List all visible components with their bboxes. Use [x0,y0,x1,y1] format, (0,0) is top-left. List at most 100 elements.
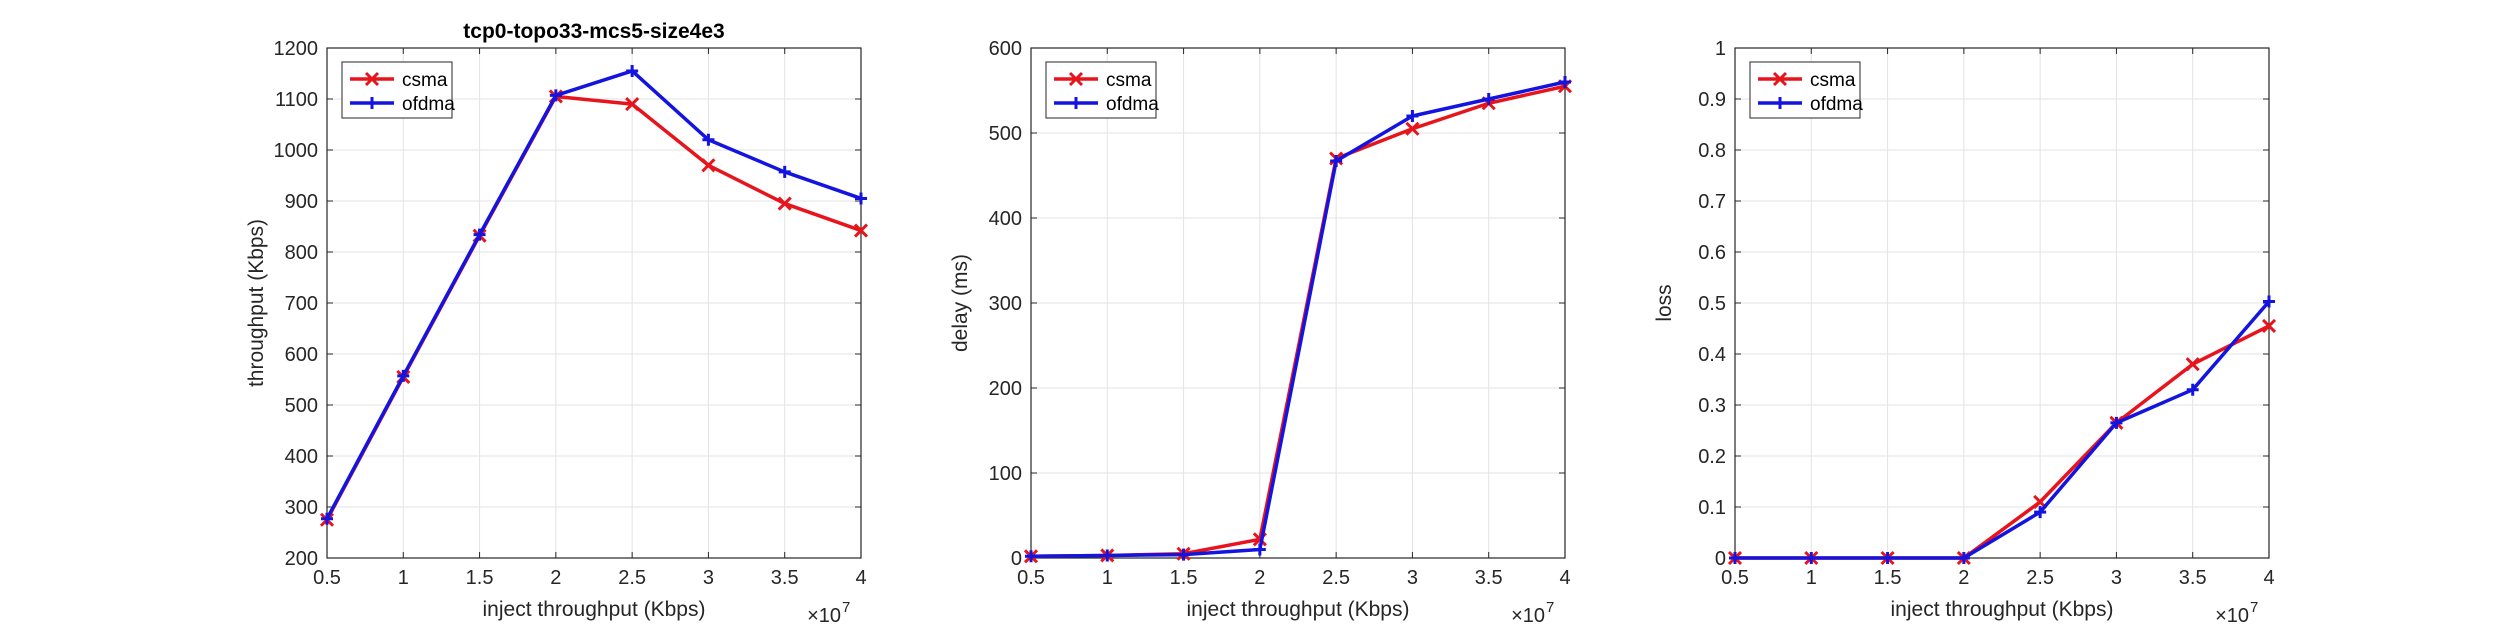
x-tick-label: 4 [855,567,866,589]
x-tick-label: 2 [1254,567,1265,589]
legend-label: csma [1810,70,1856,91]
data-point-marker [1070,97,1082,109]
data-point-marker [625,97,640,112]
series-line-ofdma [1030,80,1566,559]
legend-label: ofdma [1810,94,1863,115]
data-point-marker [1025,550,1037,563]
legend-box [1749,61,1861,119]
x-tick-label: 2 [550,567,561,589]
legend-item-ofdma: ofdma [1758,94,1863,115]
data-point-marker [1957,552,1970,564]
x-tick-label: 3 [1407,567,1418,589]
x-multiplier-exponent: 7 [2250,599,2258,616]
x-multiplier-base: ×10 [2215,605,2249,625]
x-tick-label: 1 [398,567,409,589]
x-multiplier-base: ×10 [807,605,841,625]
y-tick-label: 300 [989,293,1022,315]
data-point-marker [2110,416,2123,429]
data-point-marker [1177,548,1190,561]
x-tick-label: 2.5 [2026,567,2054,589]
data-point-marker [2186,383,2199,396]
legend-item-csma: csma [1758,70,1856,91]
data-point-marker [2263,295,2275,308]
y-tick-label: 700 [285,293,318,315]
data-point-marker [1253,543,1266,556]
legend-item-ofdma: ofdma [1054,94,1159,115]
chart-panel-2: 0.5 1 1.5 2 2.5 3 3.5 4 0 100 200 300 400 500 600 injec… [949,38,1573,627]
legend: csma ofdma [341,61,455,119]
legend-box [1045,61,1157,119]
data-point-marker [1772,71,1788,87]
series-line-ofdma [325,69,862,520]
x-tick-label: 3.5 [2179,567,2207,589]
legend-item-csma: csma [1054,70,1152,91]
data-point-marker [1881,552,1894,564]
x-tick-label: 0.5 [1017,567,1045,589]
chart-title: tcp0-topo33-mcs5-size4e3 [463,20,724,43]
data-point-marker [321,512,333,525]
data-point-marker [397,369,410,382]
data-point-marker [1406,110,1419,122]
data-point-marker [366,97,378,109]
legend-item-ofdma: ofdma [350,94,455,115]
x-multiplier-exponent: 7 [1546,599,1554,616]
y-tick-label: 600 [285,344,318,366]
legend-label: ofdma [1106,94,1159,115]
x-tick-label: 2.5 [1322,567,1350,589]
x-multiplier-base: ×10 [1511,605,1545,625]
y-tick-label: 300 [285,497,318,519]
data-point-marker [1729,552,1741,564]
data-point-marker [1559,76,1571,88]
y-tick-label: 400 [989,208,1022,230]
series-ofdma [321,64,867,525]
y-tick-label: 0.6 [1698,242,1726,264]
x-tick-label: 0.5 [313,567,341,589]
x-tick-label: 4 [2263,567,2274,589]
x-tick-label: 2 [1958,567,1969,589]
y-tick-label: 200 [285,548,318,570]
data-point-marker [2034,506,2047,519]
x-tick-label: 2.5 [618,567,646,589]
y-tick-label: 0.8 [1698,140,1726,162]
x-tick-label: 3 [2111,567,2122,589]
data-point-marker [853,223,869,238]
legend: csma ofdma [1045,61,1159,119]
data-point-marker [1482,93,1495,105]
data-point-marker [702,133,715,146]
x-tick-label: 3 [703,567,714,589]
y-tick-label: 0.1 [1698,497,1726,519]
x-tick-label: 1 [1806,567,1817,589]
y-tick-label: 1100 [275,89,318,111]
x-axis-label: inject throughput (Kbps) [1891,598,2114,621]
data-point-marker [1068,71,1084,87]
data-point-marker [1101,549,1114,562]
x-tick-label: 3.5 [1475,567,1503,589]
y-tick-label: 0.9 [1698,89,1726,111]
y-tick-label: 800 [285,242,318,264]
y-tick-label: 200 [989,378,1022,400]
legend-label: ofdma [402,94,455,115]
series-ofdma [1729,295,2275,564]
y-tick-label: 500 [285,395,318,417]
series-line-ofdma [1735,300,2271,560]
y-tick-label: 0.5 [1698,293,1726,315]
data-point-marker [1330,155,1343,168]
legend-item-csma: csma [350,70,448,91]
x-tick-label: 1 [1102,567,1113,589]
x-tick-label: 1.5 [1170,567,1198,589]
y-tick-label: 0.4 [1698,344,1726,366]
y-tick-label: 1000 [274,140,319,162]
x-axis-label: inject throughput (Kbps) [1187,598,1410,621]
legend-label: csma [402,70,448,91]
x-tick-label: 4 [1559,567,1570,589]
data-point-marker [626,64,639,77]
data-point-marker [1805,552,1818,564]
data-point-marker [777,196,792,211]
data-point-marker [2185,357,2200,372]
data-point-marker [778,165,791,178]
y-tick-label: 0.2 [1698,446,1726,468]
y-tick-label: 0.3 [1698,395,1726,417]
x-tick-label: 3.5 [771,567,799,589]
chart-panel-1: 0.5 1 1.5 2 2.5 3 3.5 4 200 300 400 500 600 700 800 900… [245,20,869,627]
